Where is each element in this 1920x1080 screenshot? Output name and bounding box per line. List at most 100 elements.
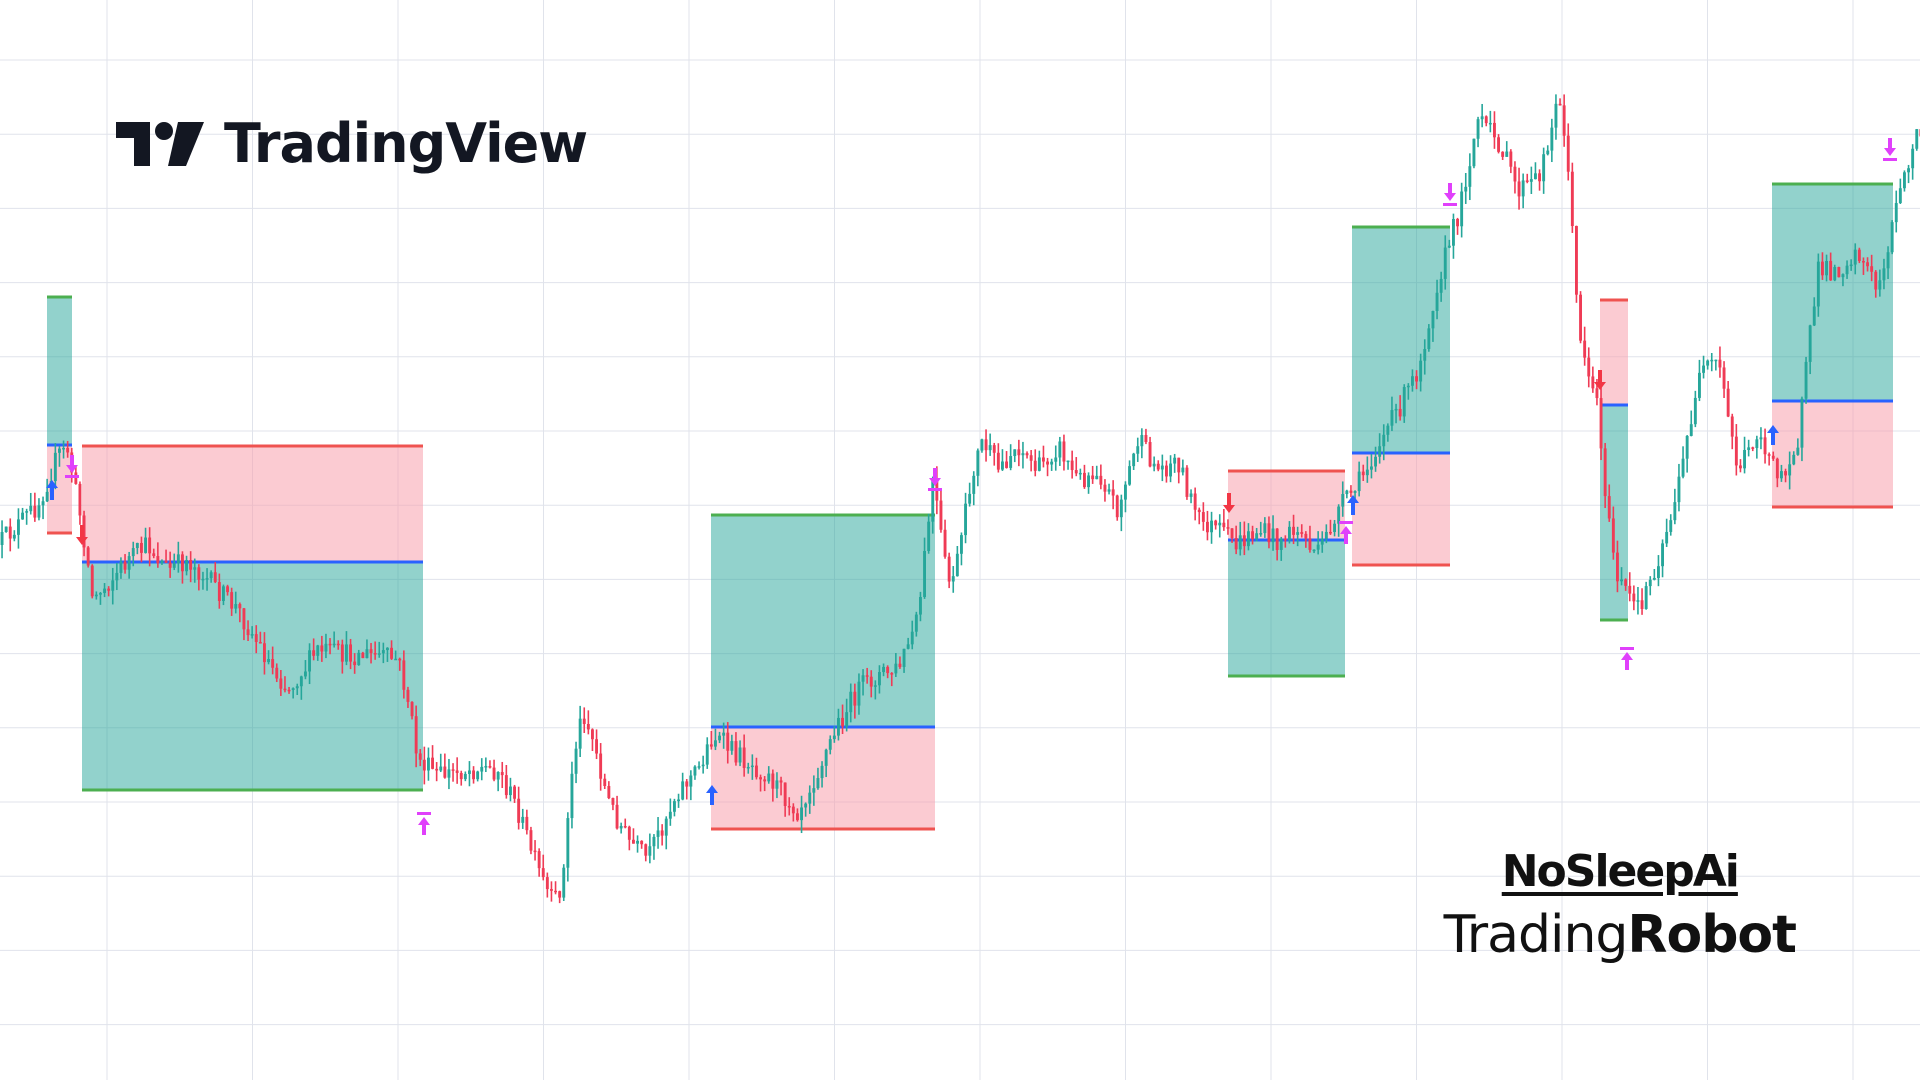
tradingview-logo-icon [116,121,204,166]
candle-body [931,478,935,522]
candle-body [1160,465,1164,470]
candle-body [1320,538,1324,545]
candle-body [796,813,799,821]
candle-body [148,537,152,554]
candle-body [250,634,254,636]
candle-body [1214,520,1218,526]
buy-arrow-icon [1767,425,1779,445]
candle-body [1263,523,1267,534]
candle-body [1173,457,1177,464]
candle-body [279,678,283,689]
candle-body [1804,361,1808,399]
stop-loss-zone [82,446,423,562]
candle-body [1833,267,1837,281]
candle-body [45,491,49,502]
candle-body [1095,475,1099,480]
candle-body [1763,437,1767,455]
candle-body [1894,203,1898,223]
candle-body [636,840,639,844]
candle-body [1640,600,1644,610]
candle-body [951,576,955,582]
candle-body [1111,489,1115,496]
candle-body [1283,538,1287,541]
sell-arrow-icon [1223,493,1235,513]
candle-body [759,777,762,780]
candle-body [1353,491,1357,493]
candle-body [90,565,94,597]
candle-body [365,649,369,659]
candle-body [623,825,627,828]
candle-body [168,562,172,568]
candlesticks [0,94,1920,904]
candle-body [607,786,611,799]
candle-body [521,816,525,823]
candle-body [1821,261,1824,276]
candle-body [1517,181,1521,197]
candle-body [1693,397,1697,425]
candle-body [1874,271,1878,290]
candle-body [681,781,685,800]
candle-body [1070,460,1074,471]
candle-body [1849,264,1853,267]
candle-body [1267,523,1271,543]
candle-body [1702,365,1705,373]
candle-body [1456,219,1459,227]
candle-body [1521,180,1525,197]
candle-body [804,803,808,808]
tradingview-logo[interactable]: TradingView [116,112,588,175]
candle-body [976,450,980,476]
candle-body [119,561,123,573]
candle-body [1402,387,1406,417]
candle-body [312,650,316,656]
candle-body [869,676,873,687]
candle-body [1341,494,1345,507]
candle-body [1599,398,1603,449]
candle-body [1554,103,1558,128]
candle-body [1271,528,1275,543]
candle-body [1628,585,1632,594]
candle-body [1591,376,1595,389]
candle-body [1739,465,1742,469]
candle-body [258,641,262,644]
candle-body [336,643,340,646]
candle-body [615,804,619,829]
candle-body [1480,116,1484,120]
candle-body [1304,533,1308,539]
candle-body [873,685,877,687]
candle-body [193,567,197,570]
candle-body [878,672,881,686]
candle-body [914,614,918,632]
candle-body [1747,447,1751,451]
candle-body [369,649,373,654]
candle-body [673,801,676,812]
candle-body [1037,457,1041,471]
candle-body [1447,245,1451,248]
candle-body [906,644,910,649]
candle-body [246,629,250,636]
candle-body [41,501,45,506]
candle-body [738,747,742,763]
candle-body [127,556,131,570]
candle-body [480,766,484,772]
candle-body [697,766,701,768]
candle-body [554,890,557,893]
candle-body [0,532,4,545]
candle-body [1247,531,1250,547]
candle-body [1677,476,1681,503]
candle-body [144,537,147,553]
candle-body [1296,532,1300,535]
exit-up-icon [1620,647,1634,670]
candle-body [205,578,209,580]
candle-body [1345,490,1349,495]
candle-body [1829,260,1833,281]
candle-body [1648,579,1652,587]
candle-body [1497,137,1500,152]
candle-body [1812,306,1816,326]
candle-body [578,718,582,749]
candle-body [99,593,102,595]
candle-body [1538,173,1541,182]
candle-body [1197,509,1201,513]
exit-down-icon [1883,138,1897,161]
candle-body [714,740,717,747]
